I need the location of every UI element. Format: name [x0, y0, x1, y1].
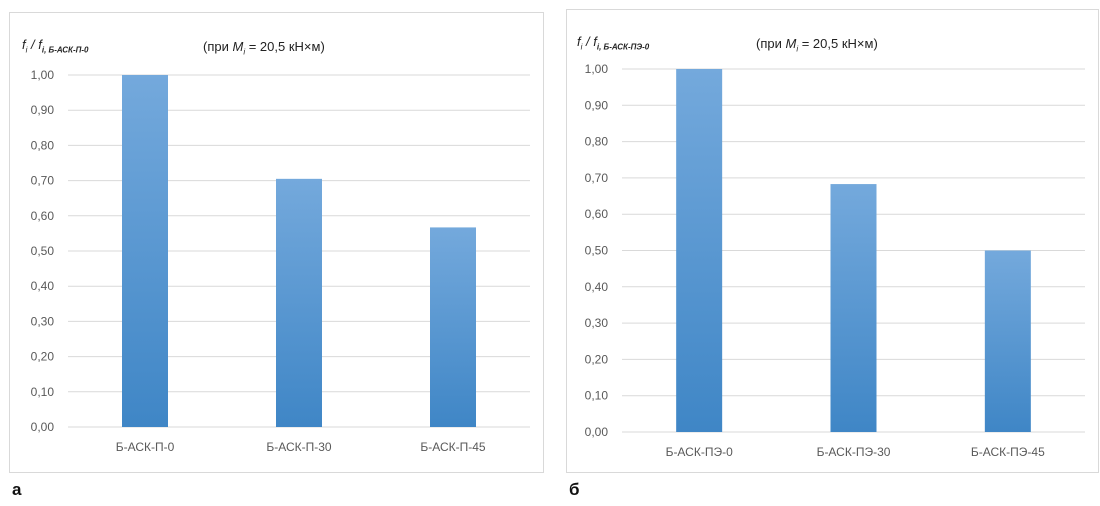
- chart-note: (при Mi = 20,5 кН×м): [203, 39, 325, 57]
- chart-panel-a: fi / fi, Б-АСК-П-0 (при Mi = 20,5 кН×м) …: [9, 12, 544, 473]
- y-tick-label: 0,30: [31, 314, 55, 328]
- x-category-label: Б-АСК-П-30: [266, 440, 332, 454]
- bar-chart-a: 0,00 0,10 0,20 0,30 0,40 0,50 0,60 0,70 0,80 0,90…: [31, 68, 530, 454]
- bar: [984, 250, 1031, 432]
- y-tick-label: 0,70: [31, 174, 55, 188]
- x-category-label: Б-АСК-П-45: [420, 440, 486, 454]
- chart-panel-b: fi / fi, Б-АСК-ПЭ-0 (при Mi = 20,5 кН×м)…: [566, 9, 1099, 473]
- bar: [676, 69, 723, 432]
- y-tick-label: 0,80: [31, 138, 55, 152]
- y-tick-label: 0,60: [585, 207, 609, 221]
- y-tick-label: 0,10: [31, 385, 55, 399]
- y-tick-label: 0,50: [31, 244, 55, 258]
- x-category-label: Б-АСК-ПЭ-30: [817, 445, 891, 459]
- panel-label-a: а: [12, 480, 22, 499]
- y-tick-label: 0,20: [585, 352, 609, 366]
- y-tick-label: 0,00: [585, 425, 609, 439]
- y-tick-label: 0,20: [31, 350, 55, 364]
- y-tick-label: 0,50: [585, 244, 609, 258]
- bar-chart-b: 0,00 0,10 0,20 0,30 0,40 0,50 0,60 0,70 0,80 0,90…: [585, 62, 1085, 459]
- chart-note: (при Mi = 20,5 кН×м): [756, 36, 878, 54]
- y-axis-label: fi / fi, Б-АСК-П-0: [22, 37, 89, 55]
- y-tick-label: 0,40: [585, 280, 609, 294]
- y-tick-label: 1,00: [31, 68, 55, 82]
- bar: [430, 227, 476, 427]
- y-tick-label: 0,80: [585, 135, 609, 149]
- x-category-label: Б-АСК-П-0: [116, 440, 175, 454]
- x-category-label: Б-АСК-ПЭ-45: [971, 445, 1045, 459]
- bar: [122, 75, 168, 427]
- x-category-label: Б-АСК-ПЭ-0: [666, 445, 734, 459]
- y-tick-label: 0,90: [31, 103, 55, 117]
- y-tick-label: 1,00: [585, 62, 609, 76]
- y-axis-label: fi / fi, Б-АСК-ПЭ-0: [577, 34, 650, 52]
- y-tick-label: 0,10: [585, 389, 609, 403]
- y-tick-label: 0,40: [31, 279, 55, 293]
- y-tick-label: 0,90: [585, 98, 609, 112]
- y-tick-label: 0,70: [585, 171, 609, 185]
- y-tick-label: 0,30: [585, 316, 609, 330]
- bar: [830, 184, 877, 432]
- bar: [276, 178, 322, 427]
- y-tick-label: 0,60: [31, 209, 55, 223]
- panel-label-b: б: [569, 480, 580, 499]
- y-tick-label: 0,00: [31, 420, 55, 434]
